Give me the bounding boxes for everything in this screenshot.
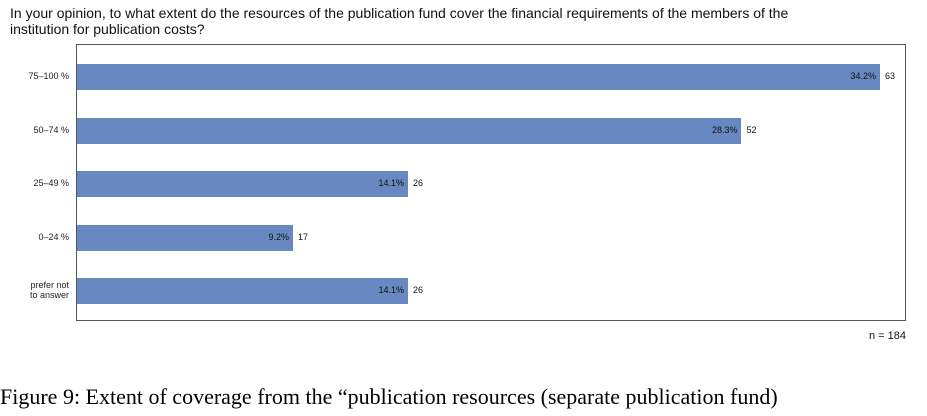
bar — [77, 64, 880, 90]
bar-percent-label: 9.2% — [268, 231, 289, 242]
figure-caption: Figure 9: Extent of coverage from the “p… — [0, 384, 778, 409]
bar-percent-label: 34.2% — [850, 71, 876, 81]
question-text: In your opinion, to what extent do the r… — [10, 5, 789, 37]
bar-count-label: 63 — [885, 71, 896, 81]
bar — [77, 224, 293, 251]
bar — [77, 117, 742, 144]
bar-percent-label: 14.1% — [378, 178, 405, 188]
bar — [77, 278, 409, 304]
category-label: prefer not to answer — [29, 280, 69, 300]
category-label: 25–49 % — [33, 178, 69, 188]
category-label: 75–100 % — [28, 71, 69, 81]
category-label: 50–74 % — [33, 124, 69, 135]
sample-size-label: n = 184 — [868, 330, 906, 342]
bar-percent-label: 14.1% — [378, 285, 405, 295]
bar-percent-label: 28.3% — [711, 124, 738, 135]
bar-count-label: 26 — [413, 178, 424, 188]
bar-count-label: 26 — [413, 285, 424, 295]
category-label: 0–24 % — [38, 231, 69, 242]
bar — [77, 171, 409, 197]
bar-chart-plot-area: 34.2% 63 28.3% 52 14.1% 26 9.2% 17 14.1% 26 — [76, 44, 906, 321]
bar-count-label: 17 — [298, 231, 309, 242]
bar-count-label: 52 — [746, 124, 757, 135]
